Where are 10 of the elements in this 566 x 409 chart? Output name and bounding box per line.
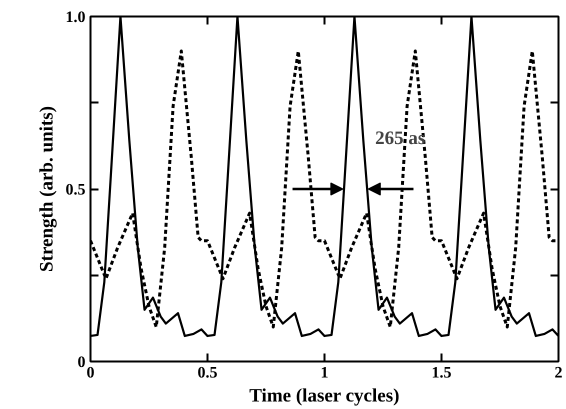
- y-axis-title: Strength (arb. units): [36, 106, 58, 272]
- x-tick-label: 0.5: [198, 364, 218, 382]
- y-tick-label: 1.0: [66, 9, 86, 26]
- y-tick-label: 0: [78, 354, 86, 371]
- x-tick-label: 1.5: [432, 364, 452, 382]
- x-tick-label: 1: [320, 364, 328, 382]
- annotation: 265 as: [375, 128, 426, 149]
- x-axis-title: Time (laser cycles): [249, 386, 400, 406]
- x-tick-label: 2: [554, 364, 562, 382]
- y-tick-label: 0.5: [66, 182, 86, 198]
